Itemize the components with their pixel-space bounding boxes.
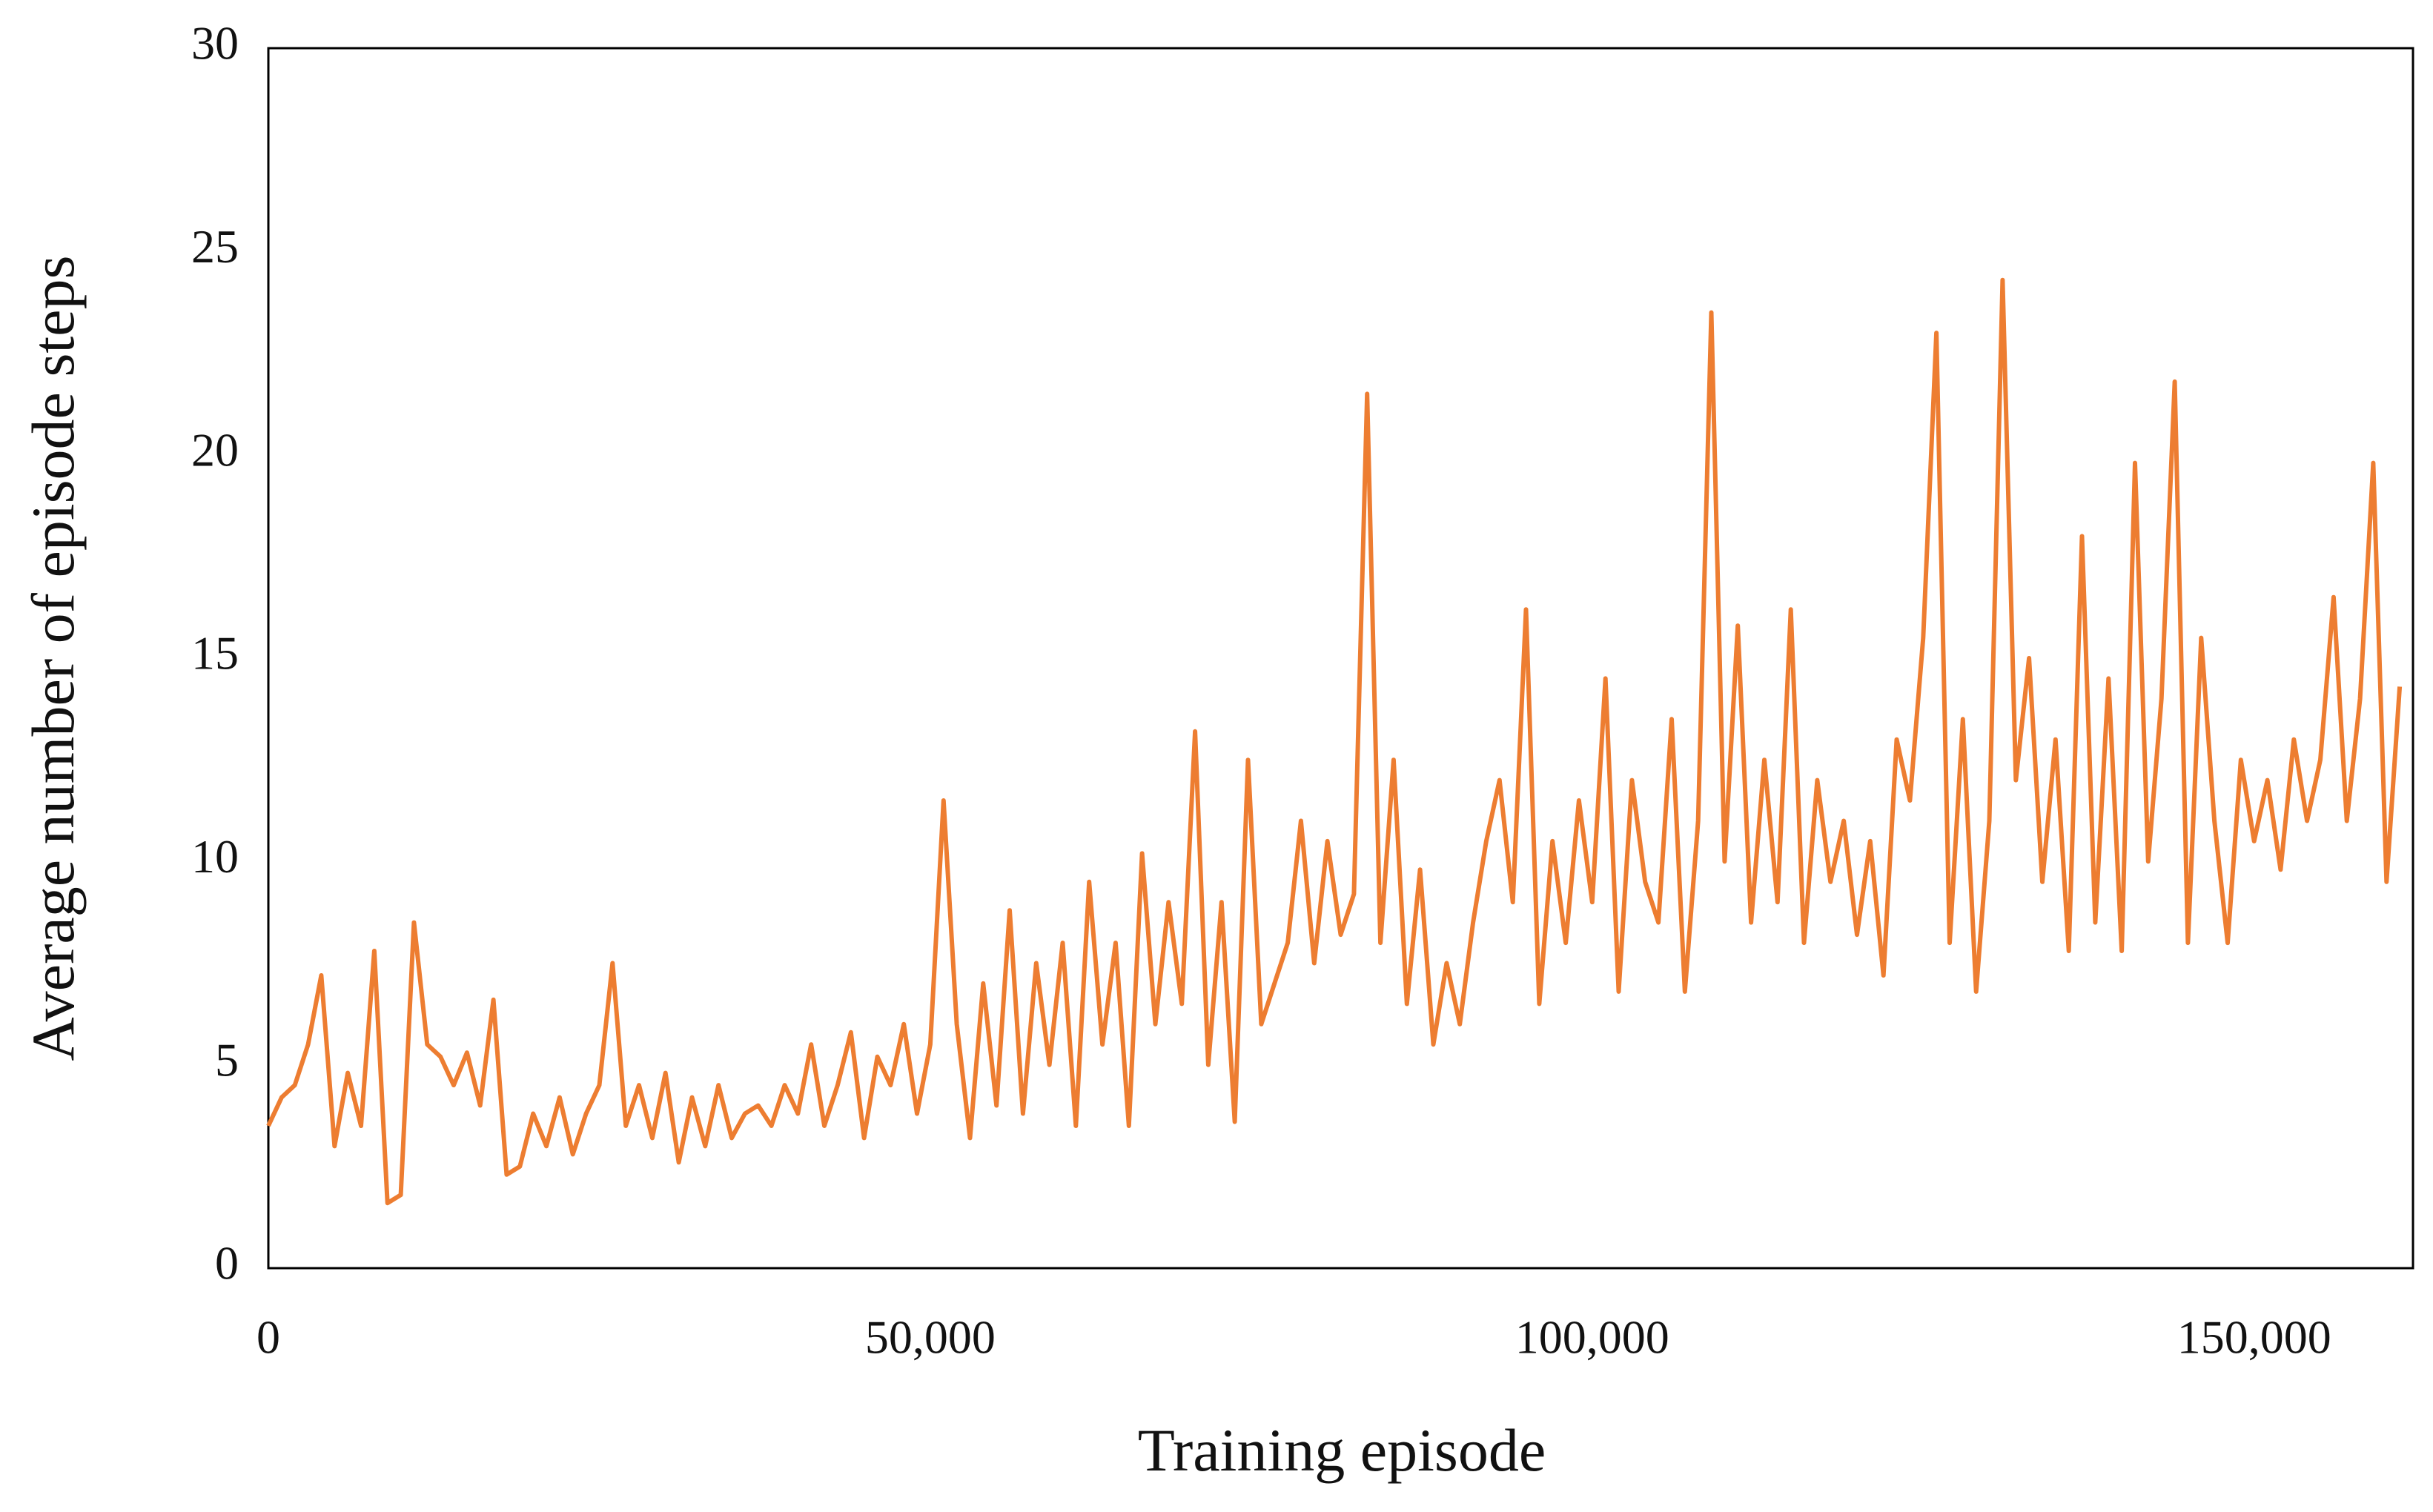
y-tick-label: 10: [191, 830, 239, 883]
y-tick-label: 20: [191, 423, 239, 476]
y-tick-label: 25: [191, 220, 239, 273]
y-axis-title: Average number of episode steps: [19, 256, 87, 1061]
plot-frame: [267, 47, 2414, 1270]
x-tick-label: 150,000: [2177, 1311, 2331, 1364]
y-tick-label: 5: [215, 1033, 239, 1086]
y-tick-label: 30: [191, 17, 239, 70]
y-tick-label: 0: [215, 1237, 239, 1290]
x-tick-label: 50,000: [865, 1311, 996, 1364]
y-tick-label: 15: [191, 627, 239, 680]
x-axis-title: Training episode: [1138, 1416, 1546, 1484]
x-tick-label: 0: [256, 1311, 280, 1364]
x-tick-label: 100,000: [1515, 1311, 1669, 1364]
data-line: [266, 277, 2403, 1206]
